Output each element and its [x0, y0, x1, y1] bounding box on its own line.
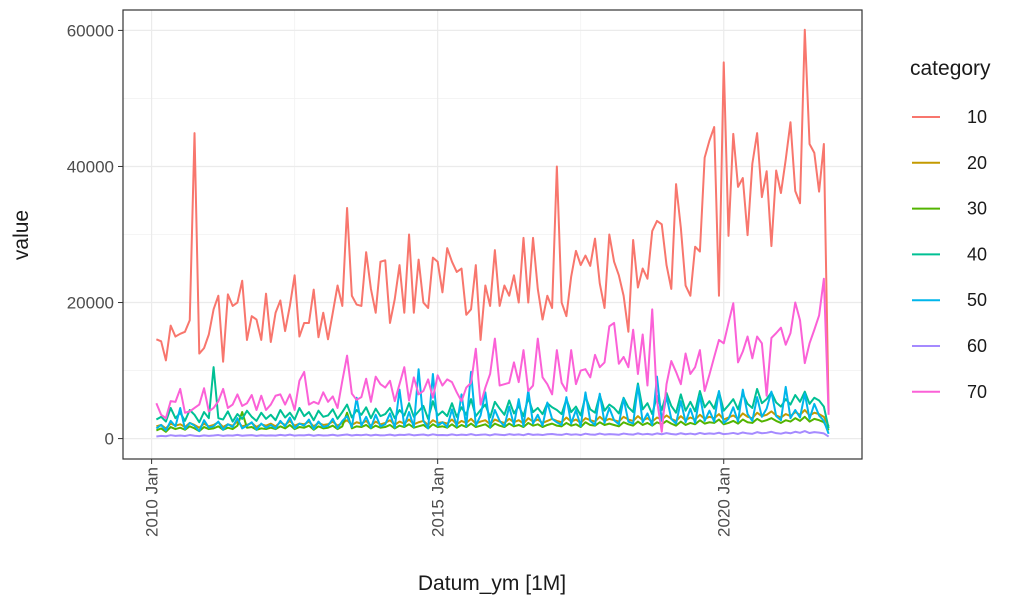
y-tick-label: 20000	[67, 294, 114, 313]
grid	[123, 10, 862, 459]
series-line	[155, 368, 830, 435]
y-axis-title: value	[10, 210, 33, 260]
legend-label: 60	[967, 336, 987, 356]
legend-label: 40	[967, 244, 987, 264]
y-tick-label: 60000	[67, 21, 114, 40]
legend-label: 50	[967, 290, 987, 310]
x-tick-label: 2015 Jan	[429, 467, 448, 537]
legend-label: 10	[967, 107, 987, 127]
series-line	[155, 28, 830, 412]
x-tick-label: 2020 Jan	[715, 467, 734, 537]
panel-border	[122, 9, 863, 460]
legend-label: 70	[967, 382, 987, 402]
series-line	[155, 277, 830, 433]
series-line	[155, 411, 830, 433]
legend-label: 30	[967, 199, 987, 219]
lines	[155, 28, 830, 438]
legend-label: 20	[967, 153, 987, 173]
legend-title: category	[910, 57, 991, 80]
x-axis-title: Datum_ym [1M]	[418, 572, 566, 595]
y-tick-label: 40000	[67, 157, 114, 176]
series-line	[156, 430, 830, 438]
legend: 10 20 30 40 50 60 70	[912, 107, 987, 402]
y-tick-label: 0	[105, 430, 114, 449]
x-tick-label: 2010 Jan	[143, 467, 162, 537]
